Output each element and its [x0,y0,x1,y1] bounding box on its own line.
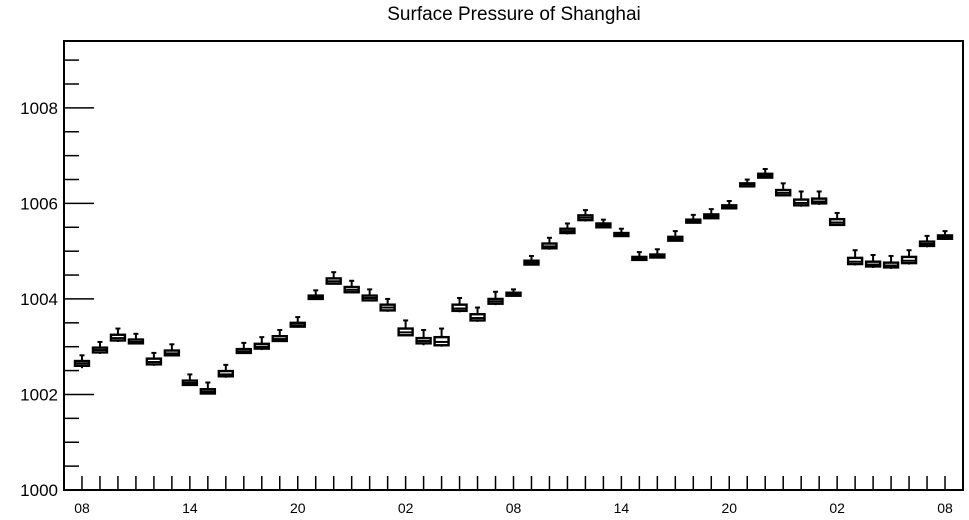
y-tick-label: 1006 [20,194,58,213]
x-tick-label: 20 [290,500,306,516]
x-tick-label: 08 [74,500,90,516]
x-tick-label: 02 [829,500,845,516]
x-tick-label: 14 [614,500,630,516]
y-tick-label: 1004 [20,290,58,309]
x-tick-label: 14 [182,500,198,516]
x-tick-label: 08 [506,500,522,516]
y-tick-label: 1000 [20,481,58,500]
x-tick-label: 08 [937,500,953,516]
x-tick-label: 02 [398,500,414,516]
y-tick-label: 1002 [20,385,58,404]
x-tick-label: 20 [721,500,737,516]
plot-frame [63,40,964,491]
chart-title: Surface Pressure of Shanghai [387,4,641,25]
y-tick-label: 1008 [20,99,58,118]
